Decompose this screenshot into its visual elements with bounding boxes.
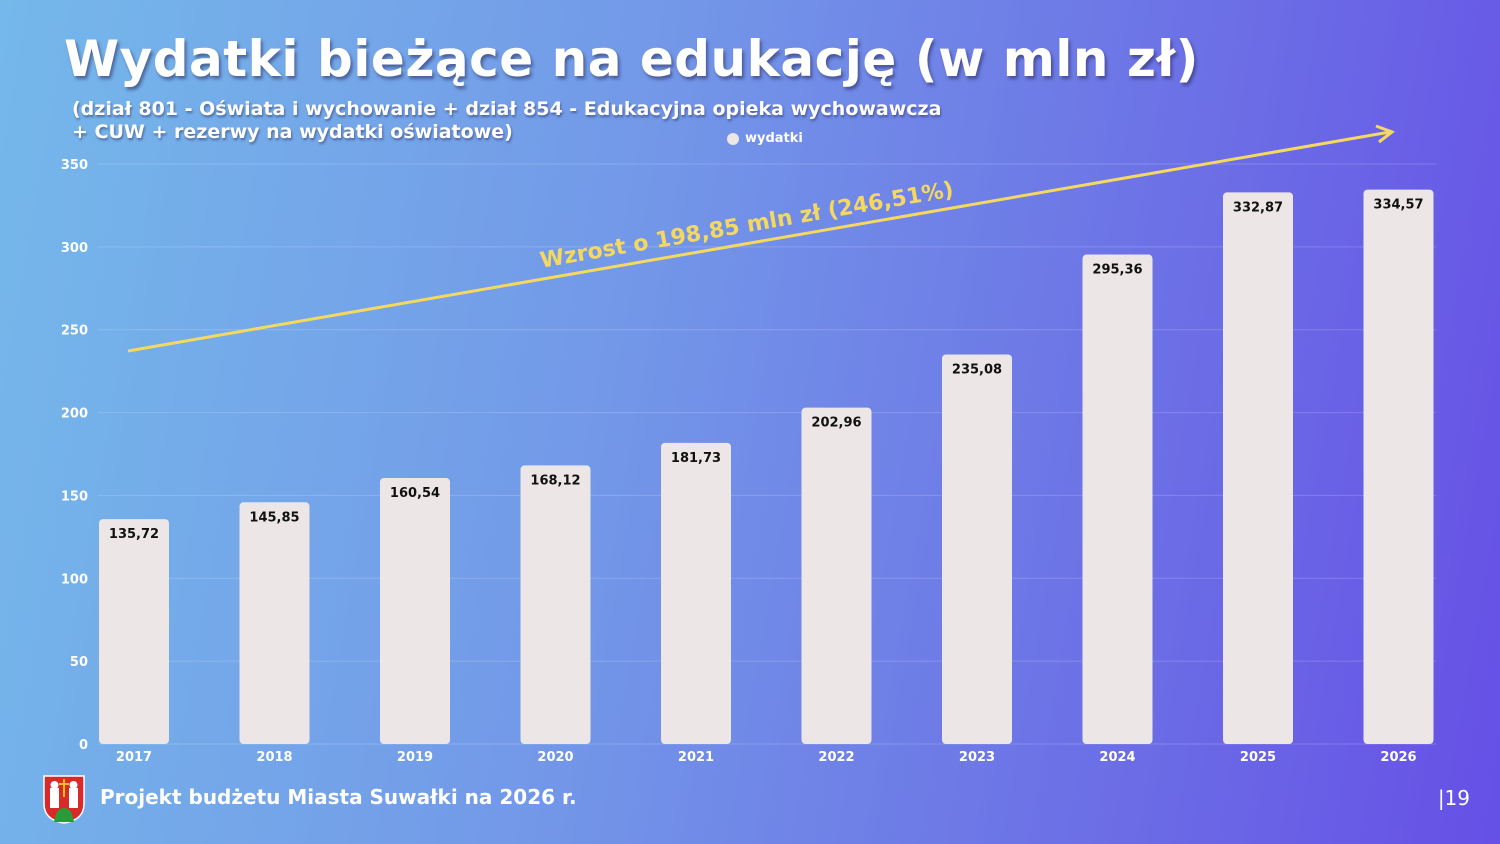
x-tick-label: 2022 (818, 750, 854, 765)
growth-annotation: Wzrost o 198,85 mln zł (246,51%) (538, 177, 955, 273)
x-tick-label: 2020 (537, 750, 573, 765)
x-tick-label: 2023 (959, 750, 995, 765)
x-tick-label: 2017 (116, 750, 152, 765)
page-number: |19 (1437, 786, 1470, 810)
data-label: 295,36 (1092, 263, 1142, 278)
x-tick-label: 2021 (678, 750, 714, 765)
y-tick-label: 300 (61, 241, 88, 256)
data-label: 168,12 (530, 473, 580, 488)
bar (801, 407, 872, 744)
subtitle-line-2: + CUW + rezerwy na wydatki oświatowe) (72, 121, 513, 143)
legend-label: wydatki (745, 131, 803, 146)
subtitle-line-1: (dział 801 - Oświata i wychowanie + dzia… (72, 98, 942, 120)
data-label: 202,96 (811, 416, 861, 431)
subtitle: (dział 801 - Oświata i wychowanie + dzia… (72, 98, 941, 144)
legend: wydatki (727, 131, 803, 146)
bar (1223, 192, 1293, 745)
x-tick-label: 2019 (397, 750, 433, 765)
data-label: 332,87 (1233, 200, 1283, 215)
city-crest-logo (43, 775, 85, 824)
bar (520, 465, 591, 744)
x-tick-label: 2018 (256, 750, 292, 765)
page-title: Wydatki bieżące na edukację (w mln zł) (64, 30, 1199, 88)
footer-text: Projekt budżetu Miasta Suwałki na 2026 r… (100, 785, 577, 809)
data-label: 160,54 (390, 486, 440, 501)
data-label: 145,85 (249, 510, 299, 525)
y-tick-label: 200 (61, 407, 88, 422)
y-tick-label: 250 (61, 324, 88, 339)
trend-arrow-head-icon (1375, 124, 1396, 144)
bar (99, 519, 169, 744)
y-tick-label: 0 (79, 738, 88, 753)
bar (239, 502, 310, 744)
y-tick-label: 50 (70, 655, 88, 670)
bar (1082, 254, 1153, 745)
x-tick-label: 2026 (1380, 750, 1416, 765)
x-tick-label: 2025 (1240, 750, 1276, 765)
bar (380, 477, 450, 744)
y-tick-label: 100 (61, 572, 88, 587)
bar (661, 442, 731, 744)
data-label: 181,73 (671, 451, 721, 466)
bar (942, 354, 1012, 744)
y-tick-label: 350 (61, 158, 88, 173)
data-label: 235,08 (952, 362, 1002, 377)
trend-arrow-line (127, 130, 1391, 353)
x-tick-label: 2024 (1099, 750, 1135, 765)
legend-marker (727, 132, 739, 145)
y-tick-label: 150 (61, 489, 88, 504)
bar (1363, 189, 1434, 745)
data-label: 334,57 (1373, 198, 1423, 213)
data-label: 135,72 (109, 527, 159, 542)
